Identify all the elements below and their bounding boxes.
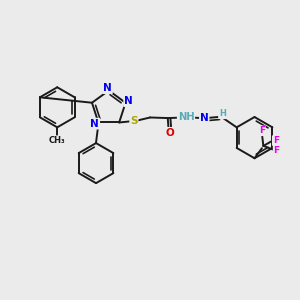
Text: N: N — [103, 83, 112, 93]
Text: N: N — [124, 96, 133, 106]
Text: O: O — [165, 128, 174, 138]
Text: CH₃: CH₃ — [49, 136, 66, 145]
Text: F: F — [274, 146, 280, 155]
Text: F: F — [259, 126, 265, 135]
Text: F: F — [273, 136, 279, 145]
Text: H: H — [219, 110, 226, 118]
Text: NH: NH — [178, 112, 194, 122]
Text: N: N — [200, 113, 208, 123]
Text: N: N — [91, 119, 99, 129]
Text: S: S — [130, 116, 138, 126]
